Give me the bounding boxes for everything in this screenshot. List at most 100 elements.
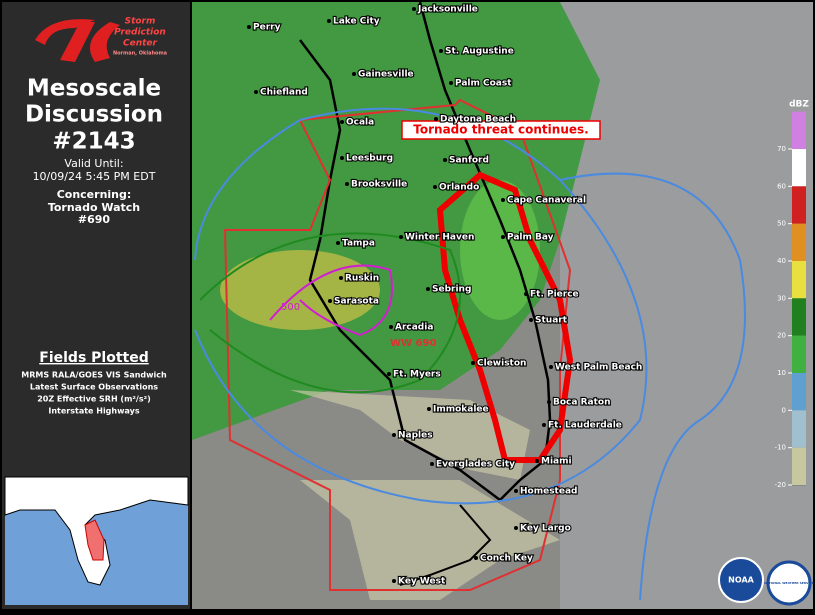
fields-title: Fields Plotted: [39, 350, 148, 366]
city-label: Orlando: [439, 183, 479, 193]
colorbar-tick-label: -20: [775, 481, 786, 489]
logo-text: Center: [123, 39, 158, 49]
city-dot: [426, 287, 430, 291]
city-label: Ft. Pierce: [530, 290, 579, 300]
city-dot: [501, 235, 505, 239]
city-label: St. Augustine: [445, 47, 514, 57]
city-label: Tampa: [342, 239, 375, 249]
city-label: Boca Raton: [553, 398, 610, 408]
city-dot: [474, 556, 478, 560]
colorbar-segment: [792, 373, 806, 411]
logo-text: Prediction: [114, 28, 166, 38]
city-label: Brooksville: [351, 180, 407, 190]
colorbar-segment: [792, 298, 806, 336]
city-dot: [336, 241, 340, 245]
city-label: Winter Haven: [405, 233, 474, 243]
concerning: Tornado Watch: [48, 201, 140, 214]
colorbar-segment: [792, 261, 806, 299]
city-label: Lake City: [333, 17, 380, 27]
city-label: Key Largo: [520, 524, 571, 534]
colorbar-segment: [792, 186, 806, 224]
colorbar-tick-label: -10: [775, 444, 786, 452]
logo-text: Storm: [125, 17, 156, 27]
city-label: Daytona Beach: [440, 115, 516, 125]
keys: [399, 504, 492, 586]
city-label: Cape Canaveral: [507, 196, 586, 206]
city-label: Immokalee: [433, 405, 489, 415]
colorbar-tick-label: 60: [777, 182, 786, 190]
concerning: #690: [78, 213, 111, 226]
md-area: [436, 171, 574, 463]
city-label: Sarasota: [334, 297, 379, 307]
city-dot: [412, 7, 416, 11]
city-dot: [471, 361, 475, 365]
nws-text: NATIONAL WEATHER SERVICE: [764, 581, 814, 585]
colorbar-tick-label: 10: [777, 369, 786, 377]
city-dot: [339, 276, 343, 280]
srh-contour: [199, 232, 461, 394]
logo-sub: Norman, Oklahoma: [113, 51, 167, 57]
city-dot: [345, 182, 349, 186]
noaa-logo: [718, 557, 764, 603]
srh-contour: [269, 264, 393, 337]
srh-contour: [559, 172, 746, 601]
watch-label: WW 690: [390, 338, 436, 349]
city-dot: [392, 433, 396, 437]
colorbar-tick-label: 0: [782, 406, 786, 414]
valid-time: 10/09/24 5:45 PM EDT: [33, 170, 156, 183]
city-label: Ocala: [346, 118, 374, 128]
noaa-text: NOAA: [728, 576, 754, 585]
city-dot: [427, 407, 431, 411]
city-label: Ft. Myers: [393, 370, 441, 380]
city-label: Everglades City: [436, 460, 515, 470]
city-dot: [449, 81, 453, 85]
city-label: Ruskin: [345, 274, 379, 284]
srh-label: 500: [281, 302, 300, 313]
colorbar-segment: [792, 447, 806, 485]
city-label: Sanford: [449, 156, 489, 166]
city-dot: [443, 158, 447, 162]
city-dot: [501, 198, 505, 202]
city-dot: [387, 372, 391, 376]
city-dot: [340, 156, 344, 160]
colorbar-segment: [792, 111, 806, 149]
colorbar-tick-label: 40: [777, 257, 786, 265]
colorbar-segment: [792, 410, 806, 448]
city-dot: [542, 423, 546, 427]
city-dot: [254, 90, 258, 94]
city-dot: [399, 235, 403, 239]
city-dot: [389, 325, 393, 329]
city-dot: [434, 117, 438, 121]
city-label: Naples: [398, 431, 433, 441]
satellite: [560, 2, 813, 609]
city-label: Chiefland: [260, 88, 308, 98]
city-dot: [352, 72, 356, 76]
coastline: [299, 1, 552, 502]
city-label: Palm Bay: [507, 233, 554, 243]
colorbar-unit: dBZ: [789, 100, 809, 110]
city-label: Jacksonville: [417, 5, 478, 15]
md-number: #2143: [52, 129, 135, 155]
concerning-label: Concerning:: [57, 188, 132, 201]
city-dot: [547, 400, 551, 404]
city-dot: [514, 526, 518, 530]
field-item: Latest Surface Observations: [30, 383, 158, 392]
city-dot: [430, 462, 434, 466]
city-dot: [327, 19, 331, 23]
city-label: Clewiston: [477, 359, 526, 369]
colorbar-segment: [792, 149, 806, 187]
city-label: Arcadia: [395, 323, 433, 333]
title: Mesoscale: [27, 76, 161, 102]
inset-land: [4, 476, 189, 586]
city-label: Perry: [253, 23, 281, 33]
city-label: West Palm Beach: [555, 363, 642, 373]
field-item: MRMS RALA/GOES VIS Sandwich: [21, 371, 167, 380]
city-dot: [439, 49, 443, 53]
field-item: 20Z Effective SRH (m²/s²): [37, 395, 151, 404]
city-dot: [529, 318, 533, 322]
colorbar-tick-label: 70: [777, 145, 786, 153]
city-label: Ft. Lauderdale: [548, 421, 622, 431]
spc-logo: [35, 19, 120, 62]
city-label: Key West: [398, 577, 446, 587]
